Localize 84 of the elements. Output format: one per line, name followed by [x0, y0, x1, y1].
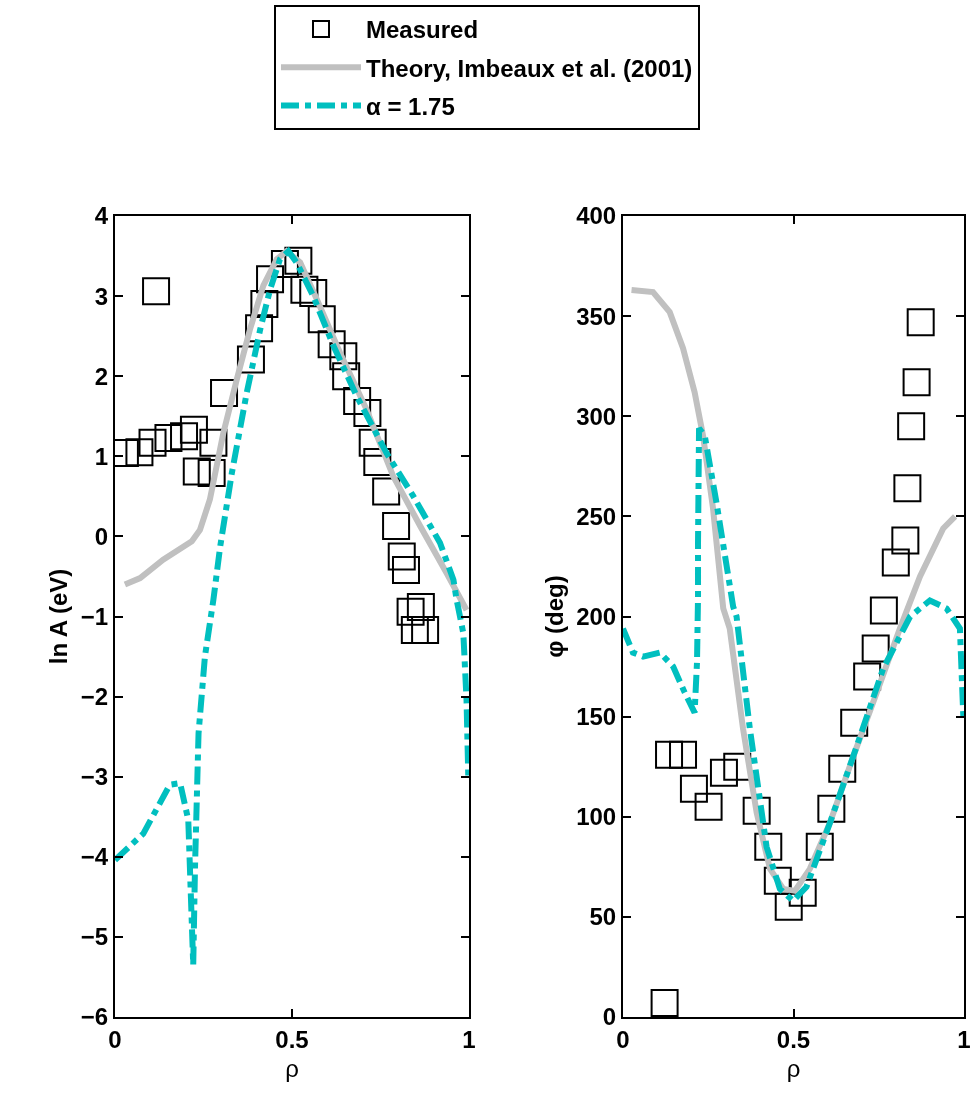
point	[154, 423, 183, 452]
point	[655, 740, 684, 769]
point	[840, 708, 869, 737]
point	[679, 774, 708, 803]
point	[805, 832, 834, 861]
y-tick-label: 150	[576, 703, 617, 731]
point	[396, 597, 425, 626]
x-tick-label: 0.5	[275, 1025, 309, 1053]
point	[170, 422, 199, 451]
point	[650, 988, 679, 1017]
y-tick-label: 1	[94, 442, 109, 470]
point	[893, 474, 922, 503]
y-tick-label: 100	[576, 803, 617, 831]
point	[411, 616, 440, 645]
point	[353, 399, 382, 428]
point	[788, 878, 817, 907]
point	[197, 459, 226, 488]
legend-label: α = 1.75	[366, 92, 455, 120]
y-tick-label: −6	[80, 1003, 109, 1031]
point	[869, 596, 898, 625]
y-tick-label: −1	[80, 602, 109, 630]
x-tick-label: 0.5	[776, 1025, 811, 1053]
point	[142, 277, 171, 306]
y-tick-label: 3	[94, 282, 109, 310]
y-tick-label: −3	[80, 763, 109, 791]
point	[358, 428, 387, 457]
y-tick-label: 200	[576, 602, 617, 630]
point	[709, 758, 738, 787]
point	[906, 308, 935, 337]
point	[290, 275, 319, 304]
point	[182, 457, 211, 486]
y-tick-label: −4	[80, 843, 109, 871]
y-axis-title: φ (deg)	[540, 575, 568, 658]
point	[210, 379, 239, 408]
point	[138, 428, 167, 457]
point	[329, 342, 358, 371]
point	[881, 548, 910, 577]
x-axis-title: ρ	[285, 1054, 299, 1082]
point	[372, 477, 401, 506]
point	[250, 290, 279, 319]
point	[256, 265, 285, 294]
point	[317, 330, 346, 359]
point	[897, 412, 926, 441]
point	[669, 740, 698, 769]
point	[817, 794, 846, 823]
y-tick-label: 400	[576, 202, 617, 230]
point	[754, 832, 783, 861]
legend-label: Measured	[366, 16, 479, 44]
point	[391, 556, 420, 585]
point	[179, 415, 208, 444]
y-axis-title: ln A (eV)	[45, 568, 73, 665]
point	[891, 526, 920, 555]
y-tick-label: −5	[80, 923, 109, 951]
x-tick-label: 1	[462, 1025, 476, 1053]
point	[742, 796, 771, 825]
y-tick-label: −2	[80, 683, 109, 710]
y-tick-label: 50	[589, 903, 617, 931]
point	[332, 362, 361, 391]
point	[382, 511, 411, 540]
point	[902, 368, 931, 397]
point	[363, 447, 392, 476]
point	[199, 428, 228, 457]
x-tick-label: 1	[957, 1025, 971, 1053]
y-tick-label: 250	[576, 502, 617, 530]
x-axis-title: ρ	[786, 1054, 801, 1082]
point	[284, 246, 313, 275]
point	[307, 305, 336, 334]
point	[774, 892, 803, 921]
y-tick-label: 350	[576, 302, 617, 330]
point	[236, 345, 265, 374]
point	[125, 438, 154, 467]
y-tick-label: 300	[576, 402, 617, 430]
point	[406, 592, 435, 621]
point	[400, 616, 429, 645]
point	[828, 754, 857, 783]
y-tick-label: 4	[94, 202, 109, 230]
y-tick-label: 0	[94, 522, 109, 550]
legend-label: Theory, Imbeaux et al. (2001)	[366, 54, 693, 82]
y-tick-label: 2	[94, 362, 109, 390]
point	[694, 792, 723, 821]
point	[245, 314, 274, 343]
point	[387, 542, 416, 571]
y-tick-label: 0	[602, 1003, 617, 1031]
point	[763, 866, 792, 895]
